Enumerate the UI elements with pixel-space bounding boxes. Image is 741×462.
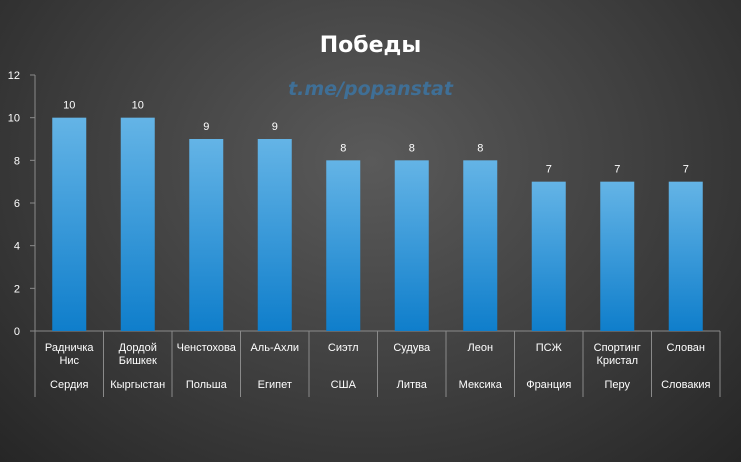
y-tick-label: 2: [14, 283, 20, 295]
y-tick-label: 0: [14, 326, 20, 338]
bar: [120, 117, 155, 332]
bar-value-label: 8: [477, 142, 483, 154]
x-tick-label-team: Кристал: [596, 355, 638, 367]
bar-value-label: 8: [409, 142, 415, 154]
x-tick-label-team: Сиэтл: [328, 342, 359, 354]
bar: [257, 139, 292, 331]
x-tick-label-team: Слован: [666, 342, 705, 354]
bar-value-label: 7: [683, 164, 689, 176]
x-tick-label-country: Литва: [397, 379, 428, 391]
x-tick-label-team: Нис: [59, 355, 79, 367]
bar-value-label: 10: [132, 100, 144, 112]
bar: [531, 181, 566, 331]
x-tick-label-team: Дордой: [119, 342, 157, 354]
bar-value-label: 10: [63, 100, 75, 112]
chart-title: Победы: [319, 33, 422, 58]
bar: [52, 117, 87, 332]
x-tick-label-team: Леон: [467, 342, 493, 354]
x-tick-label-country: США: [331, 379, 357, 391]
bar-value-label: 7: [546, 164, 552, 176]
x-tick-label-country: Кыргыстан: [110, 379, 165, 391]
y-tick-label: 4: [14, 241, 20, 253]
y-tick-label: 10: [8, 113, 20, 125]
x-tick-label-team: Судува: [393, 342, 431, 354]
bar-value-label: 9: [272, 121, 278, 133]
bar-value-label: 8: [340, 142, 346, 154]
x-tick-label-team: ПСЖ: [536, 342, 562, 354]
bar-value-label: 9: [203, 121, 209, 133]
x-tick-label-country: Мексика: [459, 379, 503, 391]
bar: [600, 181, 635, 331]
x-tick-label-country: Польша: [186, 379, 228, 391]
y-tick-label: 8: [14, 155, 20, 167]
x-tick-label-team: Аль-Ахли: [250, 342, 299, 354]
bar: [463, 160, 498, 331]
y-tick-label: 6: [14, 198, 20, 210]
bar: [189, 139, 224, 331]
x-tick-label-team: Спортинг: [594, 342, 641, 354]
x-tick-label-team: Ченстохова: [177, 342, 237, 354]
x-tick-label-country: Словакия: [661, 379, 710, 391]
x-tick-label-team: Радничка: [45, 342, 95, 354]
x-tick-label-country: Сердия: [50, 379, 88, 391]
x-tick-label-country: Египет: [258, 379, 292, 391]
watermark-text: t.me/popanstat: [288, 78, 453, 100]
x-tick-label-team: Бишкек: [119, 355, 157, 367]
y-tick-label: 12: [8, 70, 20, 82]
bar-value-label: 7: [614, 164, 620, 176]
bar: [668, 181, 703, 331]
x-tick-label-country: Перу: [604, 379, 630, 391]
x-tick-label-country: Франция: [526, 379, 571, 391]
bar: [394, 160, 429, 331]
bar: [326, 160, 361, 331]
